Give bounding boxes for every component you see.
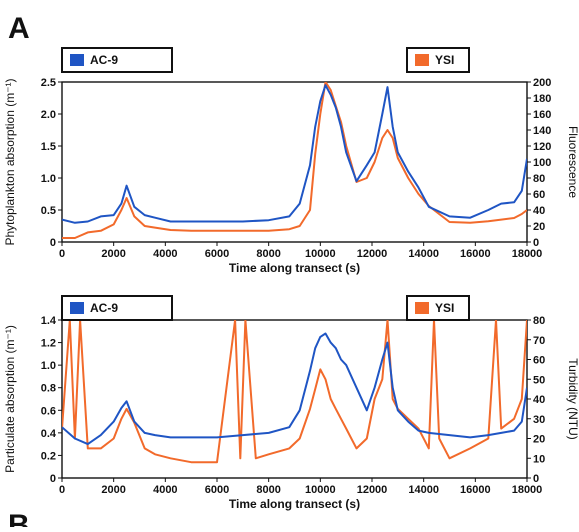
y-right-axis-label: Fluorescence [566,126,579,198]
y-left-tick-label: 0.6 [41,405,56,417]
x-tick-label: 14000 [408,248,439,260]
x-tick-label: 18000 [512,248,543,260]
legend-swatch [70,302,84,314]
y-left-tick-label: 0.5 [41,205,56,217]
y-right-tick-label: 80 [533,315,545,327]
y-right-axis-label: Turbidity (NTU) [566,358,579,440]
y-right-tick-label: 0 [533,473,539,485]
y-left-axis-label: Particulate absorption (m⁻¹) [3,325,17,473]
series-line-ac-9 [62,84,527,224]
panel-label-a: A [8,12,30,45]
x-tick-label: 12000 [357,248,388,260]
y-right-tick-label: 180 [533,93,551,105]
y-right-tick-label: 200 [533,77,551,89]
y-right-tick-label: 40 [533,394,545,406]
x-tick-label: 10000 [305,248,336,260]
series-line-ac-9 [62,332,527,446]
x-tick-label: 4000 [153,484,177,496]
x-tick-label: 8000 [256,248,280,260]
x-tick-label: 14000 [408,484,439,496]
y-right-tick-label: 60 [533,189,545,201]
legend-box-ysi: YSI [406,47,470,73]
y-left-axis-label: Phytoplankton absorption (m⁻¹) [3,78,17,245]
x-tick-label: 6000 [205,248,229,260]
legend-label: AC-9 [90,53,118,67]
x-axis-label: Time along transect (s) [229,261,360,275]
legend-swatch [415,54,429,66]
y-right-tick-label: 30 [533,414,545,426]
y-left-tick-label: 1.2 [41,338,56,350]
panel-label-b: B [8,509,30,527]
series-line-ysi [62,82,527,239]
plot-frame [61,81,528,243]
y-left-tick-label: 0 [50,237,56,249]
y-right-tick-label: 20 [533,221,545,233]
y-left-tick-label: 1.0 [41,360,56,372]
y-right-tick-label: 10 [533,453,545,465]
y-left-tick-label: 2.5 [41,77,56,89]
y-right-tick-label: 80 [533,173,545,185]
x-tick-label: 16000 [460,484,491,496]
legend-swatch [70,54,84,66]
y-left-tick-label: 0 [50,473,56,485]
legend-label: YSI [435,301,454,315]
y-left-tick-label: 2.0 [41,109,56,121]
chart-panel-b: 0 2000 4000 6000 8000 10000 12000 14000 16000 180… [3,295,579,511]
legend-label: YSI [435,53,454,67]
y-left-tick-label: 0.4 [41,428,57,440]
x-tick-label: 4000 [153,248,177,260]
legend-label: AC-9 [90,301,118,315]
series-line-ysi [62,320,527,464]
y-right-tick-label: 60 [533,355,545,367]
x-tick-label: 16000 [460,248,491,260]
legend-frame [406,47,470,73]
x-tick-label: 18000 [512,484,543,496]
x-tick-label: 12000 [357,484,388,496]
legend-box-ac-9: AC-9 [61,47,173,73]
x-axis-label: Time along transect (s) [229,497,360,511]
x-tick-label: 8000 [256,484,280,496]
x-tick-label: 0 [59,484,65,496]
y-left-tick-label: 1.4 [41,315,57,327]
y-left-tick-label: 1.0 [41,173,56,185]
y-right-tick-label: 160 [533,109,551,121]
x-tick-label: 2000 [101,484,125,496]
x-tick-label: 10000 [305,484,336,496]
legend-box-ysi: YSI [406,295,470,321]
y-right-tick-label: 70 [533,335,545,347]
x-tick-label: 0 [59,248,65,260]
y-right-tick-label: 100 [533,157,551,169]
y-right-tick-label: 140 [533,125,551,137]
x-tick-label: 6000 [205,484,229,496]
y-left-tick-label: 0.2 [41,450,56,462]
y-right-tick-label: 50 [533,374,545,386]
chart-panel-a: 0 2000 4000 6000 8000 10000 12000 14000 16000 180… [3,47,579,275]
y-left-tick-label: 1.5 [41,141,56,153]
legend-swatch [415,302,429,314]
x-tick-label: 2000 [101,248,125,260]
y-right-tick-label: 120 [533,141,551,153]
legend-box-ac-9: AC-9 [61,295,173,321]
y-right-tick-label: 40 [533,205,545,217]
y-right-tick-label: 20 [533,434,545,446]
y-right-tick-label: 0 [533,237,539,249]
y-left-tick-label: 0.8 [41,383,56,395]
